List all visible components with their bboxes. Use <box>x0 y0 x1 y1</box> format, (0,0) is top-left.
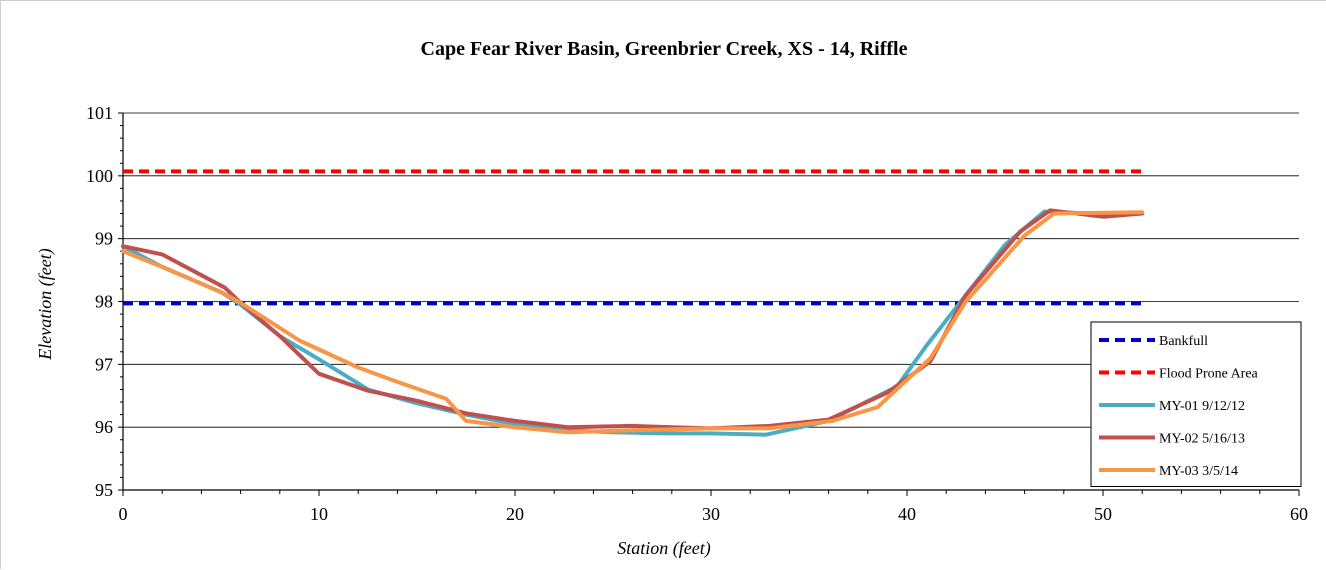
x-tick-label: 20 <box>506 504 524 524</box>
legend-entry-label: MY-01 9/12/12 <box>1159 399 1245 414</box>
chart-title: Cape Fear River Basin, Greenbrier Creek,… <box>421 38 908 60</box>
y-tick-label: 96 <box>95 417 113 437</box>
legend: Bankfull Flood Prone Area MY-01 9/12/12 MY-… <box>1090 321 1302 487</box>
x-tick-label: 60 <box>1290 504 1308 524</box>
x-tick-label: 30 <box>702 504 720 524</box>
y-tick-label: 95 <box>95 480 113 500</box>
x-axis-label: Station (feet) <box>617 538 710 559</box>
x-tick-label: 40 <box>898 504 916 524</box>
legend-entry-label: Flood Prone Area <box>1159 367 1259 382</box>
x-tick-label: 50 <box>1094 504 1112 524</box>
legend-entry-label: MY-02 5/16/13 <box>1159 432 1245 447</box>
y-tick-label: 101 <box>86 103 113 123</box>
x-tick-label: 10 <box>310 504 328 524</box>
y-tick-label: 98 <box>95 292 113 312</box>
y-tick-label: 99 <box>95 229 113 249</box>
x-tick-label: 0 <box>119 504 128 524</box>
legend-entry-label: Bankfull <box>1159 334 1208 349</box>
y-tick-label: 100 <box>86 166 113 186</box>
series-line-4 <box>121 210 1145 435</box>
legend-entry-label: MY-03 3/5/14 <box>1159 464 1238 479</box>
y-tick-label: 97 <box>95 354 113 374</box>
series-line-3 <box>121 208 1145 431</box>
series-lines <box>121 169 1145 437</box>
y-axis-label: Elevation (feet) <box>35 248 56 360</box>
